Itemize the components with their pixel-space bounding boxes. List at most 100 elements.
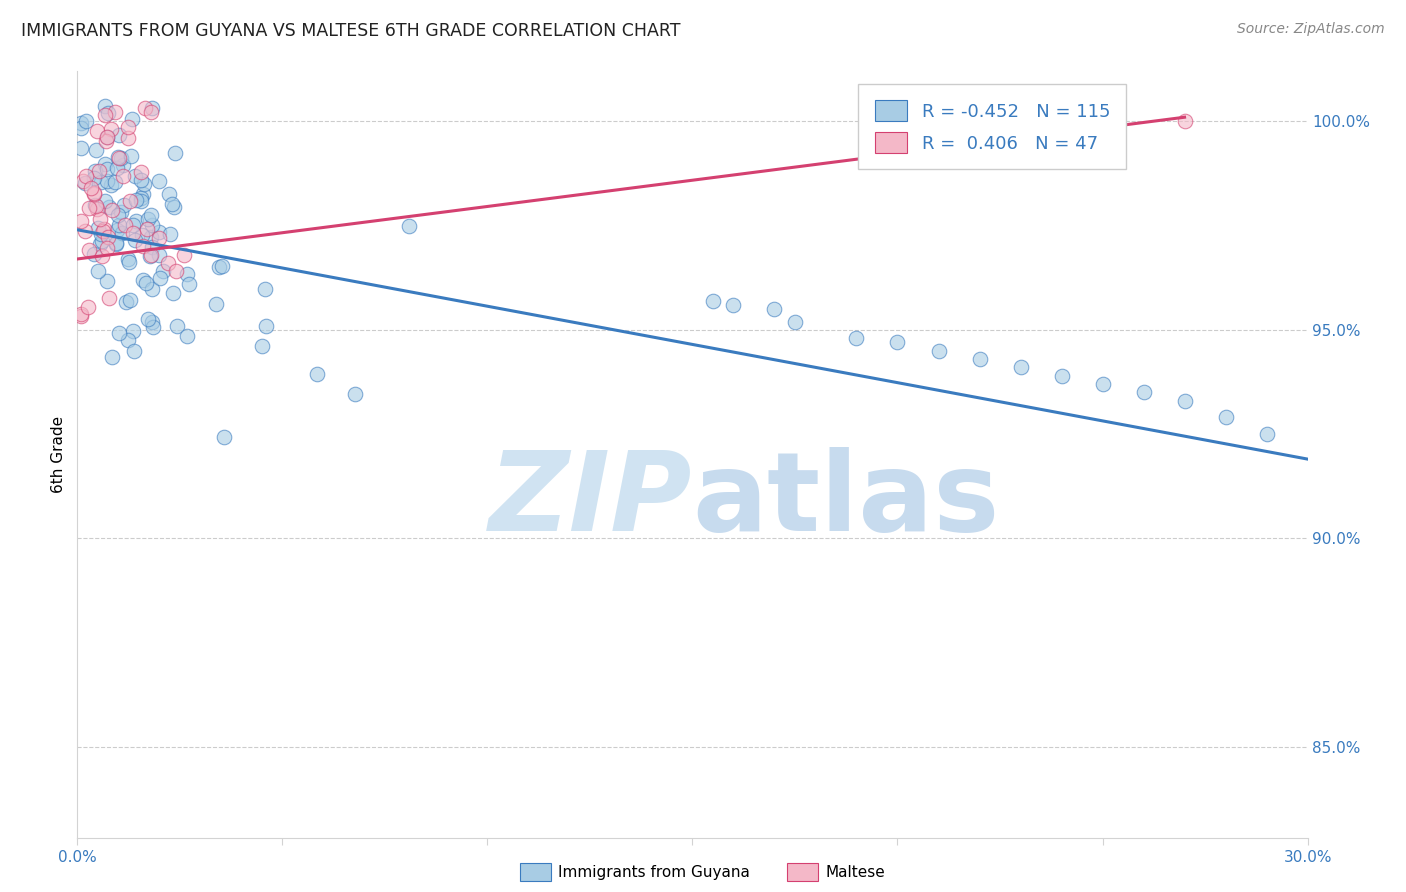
Point bbox=[129, 165, 152, 179]
Point bbox=[141, 230, 163, 244]
Point bbox=[176, 267, 198, 281]
Point bbox=[886, 335, 908, 350]
Point bbox=[91, 235, 114, 249]
Point bbox=[135, 276, 157, 290]
Point bbox=[76, 300, 98, 314]
Point bbox=[121, 112, 143, 126]
Point bbox=[84, 144, 107, 158]
Point bbox=[83, 170, 105, 185]
Point bbox=[86, 202, 108, 217]
Point bbox=[131, 228, 153, 243]
Point bbox=[139, 249, 162, 263]
Text: Maltese: Maltese bbox=[825, 865, 884, 880]
Point bbox=[111, 157, 134, 171]
Point bbox=[148, 225, 170, 239]
Point bbox=[398, 219, 420, 233]
Point bbox=[141, 315, 163, 329]
Point bbox=[344, 387, 367, 401]
Point bbox=[136, 211, 159, 226]
Point bbox=[124, 169, 146, 183]
Point bbox=[250, 338, 273, 352]
Point bbox=[90, 227, 112, 242]
Point bbox=[86, 124, 108, 138]
Point bbox=[84, 199, 107, 213]
Point bbox=[254, 318, 277, 333]
Point bbox=[100, 178, 122, 193]
Point bbox=[134, 178, 156, 192]
Point bbox=[702, 293, 724, 308]
Point bbox=[96, 241, 118, 255]
Point bbox=[94, 194, 117, 208]
Point bbox=[1215, 410, 1237, 425]
Point bbox=[118, 293, 141, 307]
Point bbox=[117, 120, 139, 134]
Point bbox=[134, 101, 156, 115]
Point bbox=[132, 273, 155, 287]
Point bbox=[135, 221, 157, 235]
Point bbox=[104, 237, 127, 252]
Point bbox=[723, 298, 745, 312]
Point bbox=[214, 430, 236, 444]
Point bbox=[93, 157, 115, 171]
Point bbox=[75, 176, 97, 190]
Point bbox=[117, 131, 139, 145]
Point bbox=[70, 213, 93, 227]
Point bbox=[83, 186, 105, 200]
Point bbox=[105, 222, 128, 236]
Point bbox=[93, 222, 115, 236]
Y-axis label: 6th Grade: 6th Grade bbox=[51, 417, 66, 493]
Point bbox=[72, 174, 94, 188]
Point bbox=[97, 106, 120, 120]
Point bbox=[104, 104, 127, 119]
Point bbox=[173, 248, 195, 262]
Text: Immigrants from Guyana: Immigrants from Guyana bbox=[558, 865, 749, 880]
Point bbox=[70, 141, 93, 155]
Point bbox=[141, 282, 163, 296]
Point bbox=[141, 248, 163, 262]
Point bbox=[139, 208, 162, 222]
Point bbox=[160, 196, 183, 211]
Point bbox=[969, 352, 991, 367]
Point bbox=[124, 233, 146, 247]
Point bbox=[120, 149, 142, 163]
Point bbox=[101, 203, 124, 218]
Point bbox=[162, 285, 184, 300]
Point bbox=[110, 151, 132, 165]
Point bbox=[83, 247, 105, 261]
Point bbox=[129, 173, 152, 187]
Point bbox=[156, 256, 179, 270]
Point bbox=[163, 200, 186, 214]
Point bbox=[159, 227, 181, 241]
Point bbox=[307, 368, 329, 382]
Point bbox=[89, 212, 111, 227]
Point bbox=[1174, 393, 1197, 408]
Point bbox=[125, 214, 148, 228]
Point bbox=[101, 350, 124, 364]
Point bbox=[117, 333, 139, 347]
Point bbox=[129, 190, 152, 204]
Point bbox=[108, 128, 131, 142]
Point bbox=[117, 252, 139, 267]
Point bbox=[179, 277, 201, 292]
Point bbox=[122, 344, 145, 359]
Point bbox=[89, 237, 111, 252]
Point bbox=[124, 194, 146, 208]
Point bbox=[1174, 114, 1197, 128]
Point bbox=[165, 145, 187, 160]
Point bbox=[94, 135, 117, 149]
Point bbox=[96, 129, 118, 144]
Point bbox=[176, 329, 198, 343]
Point bbox=[254, 282, 277, 296]
Text: ZIP: ZIP bbox=[489, 448, 693, 555]
Point bbox=[110, 226, 132, 240]
Point bbox=[91, 224, 114, 238]
Point bbox=[70, 310, 93, 324]
Legend: R = -0.452   N = 115, R =  0.406   N = 47: R = -0.452 N = 115, R = 0.406 N = 47 bbox=[859, 84, 1126, 169]
Point bbox=[1256, 427, 1278, 442]
Point bbox=[1091, 377, 1114, 392]
Point bbox=[105, 161, 128, 176]
Text: Source: ZipAtlas.com: Source: ZipAtlas.com bbox=[1237, 22, 1385, 37]
Point bbox=[94, 108, 117, 122]
Point bbox=[148, 270, 170, 285]
Point bbox=[845, 331, 868, 345]
